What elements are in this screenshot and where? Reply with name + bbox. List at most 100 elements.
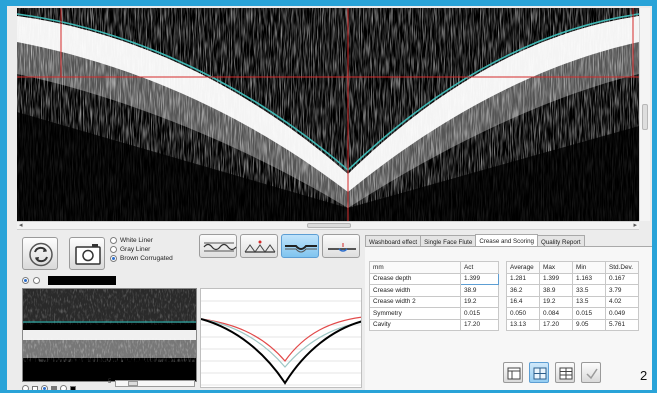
table-row[interactable]: Crease width 38.9 [369, 284, 499, 297]
table-cell[interactable]: 17.20 [460, 318, 499, 331]
table-cell[interactable]: 0.015 [572, 307, 606, 320]
table-row[interactable]: 36.2 38.9 33.5 3.79 [506, 284, 639, 297]
table-cell[interactable]: 0.167 [605, 272, 639, 285]
table-cell[interactable]: 13.5 [572, 295, 606, 308]
table-cell[interactable]: 38.9 [460, 284, 499, 297]
table-cell[interactable]: 36.2 [506, 284, 540, 297]
table-row[interactable]: Crease depth 1.399 [369, 272, 499, 285]
camera-slider-label: 5 [108, 379, 112, 385]
scroll-left-arrow-icon[interactable]: ◂ [19, 222, 23, 229]
crease-scoring-mode-button[interactable] [281, 234, 319, 258]
table-cell[interactable]: 13.13 [506, 318, 540, 331]
white-swatch[interactable] [32, 385, 38, 390]
column-header: Max [539, 261, 573, 274]
radio-button[interactable] [110, 246, 117, 253]
swatch-radio-selected[interactable] [41, 385, 48, 390]
table-cell[interactable]: 38.9 [539, 284, 573, 297]
column-header: mm [369, 261, 461, 274]
color-mode-radio-1[interactable] [22, 277, 29, 284]
crease-profile-plot [200, 288, 362, 388]
actual-values-table: mm Act Crease depth 1.399 Crease width 3… [369, 261, 499, 331]
column-header: Act [460, 261, 499, 274]
black-swatch[interactable] [70, 385, 76, 390]
table-cell[interactable]: 4.02 [605, 295, 639, 308]
white-liner-label: White Liner [120, 237, 153, 244]
brown-corrugated-option[interactable]: Brown Corrugated [110, 255, 173, 262]
scroll-right-arrow-icon[interactable]: ▸ [633, 222, 637, 229]
color-preview-bar [48, 276, 116, 285]
gray-liner-label: Gray Liner [120, 246, 151, 253]
view-layout-1-button[interactable] [503, 362, 523, 383]
white-liner-option[interactable]: White Liner [110, 237, 153, 244]
radio-button-selected[interactable] [110, 255, 117, 262]
column-header: Min [572, 261, 606, 274]
row-label: Cavity [369, 318, 461, 331]
table-row[interactable]: Symmetry 0.015 [369, 307, 499, 320]
scan-horizontal-scrollbar[interactable]: ◂ ▸ [17, 221, 639, 230]
scan-vertical-scrollbar[interactable] [639, 8, 650, 221]
single-face-flute-button[interactable] [240, 234, 278, 258]
table-cell[interactable]: 19.2 [539, 295, 573, 308]
camera-exposure-slider[interactable] [115, 380, 195, 387]
camera-button[interactable] [69, 237, 105, 270]
swatch-radio[interactable] [60, 385, 67, 390]
profile-teal-curve [201, 318, 361, 368]
camera-icon [75, 244, 101, 265]
table-cell[interactable]: 19.2 [460, 295, 499, 308]
table-row[interactable]: Crease width 2 19.2 [369, 295, 499, 308]
table-cell[interactable]: 3.79 [605, 284, 639, 297]
table-cell[interactable]: 17.20 [539, 318, 573, 331]
app-window: ◂ ▸ White Liner Gray Liner Brown Corruga… [7, 6, 652, 390]
table-layout-icon [559, 367, 573, 380]
profile-red-curve [201, 316, 361, 362]
table-cell[interactable]: 0.050 [506, 307, 540, 320]
tab-crease-and-scoring[interactable]: Crease and Scoring [475, 234, 538, 248]
column-header: Average [506, 261, 540, 274]
quality-mode-button[interactable] [322, 234, 360, 258]
view-layout-2-button[interactable] [529, 362, 549, 383]
row-label: Symmetry [369, 307, 461, 320]
checkmark-icon [586, 368, 598, 380]
table-cell[interactable]: 1.163 [572, 272, 606, 285]
confirm-button[interactable] [581, 362, 601, 383]
single-face-flute-icon [244, 240, 276, 253]
camera-live-view [22, 288, 197, 382]
window-layout-icon [507, 367, 521, 380]
table-row[interactable]: 0.050 0.084 0.015 0.049 [506, 307, 639, 320]
table-cell[interactable]: 16.4 [506, 295, 540, 308]
scrollbar-thumb[interactable] [642, 104, 648, 130]
profile-black-curve [201, 318, 361, 385]
row-label: Crease width 2 [369, 295, 461, 308]
oct-scan-view[interactable] [17, 8, 639, 221]
scrollbar-thumb[interactable] [307, 223, 351, 228]
profile-gridlines [201, 300, 361, 386]
table-cell[interactable]: 1.399 [460, 272, 499, 285]
crease-scoring-panel: mm Act Crease depth 1.399 Crease width 3… [365, 246, 652, 390]
refresh-icon [29, 242, 53, 267]
table-row[interactable]: 13.13 17.20 9.05 5.761 [506, 318, 639, 331]
table-cell[interactable]: 9.05 [572, 318, 606, 331]
color-mode-radio-2[interactable] [33, 277, 40, 284]
table-cell[interactable]: 0.015 [460, 307, 499, 320]
table-cell[interactable]: 33.5 [572, 284, 606, 297]
refresh-button[interactable] [22, 237, 58, 270]
table-row[interactable]: 16.4 19.2 13.5 4.02 [506, 295, 639, 308]
slider-thumb[interactable] [128, 381, 138, 386]
table-cell[interactable]: 1.281 [506, 272, 540, 285]
table-row[interactable]: Cavity 17.20 [369, 318, 499, 331]
table-cell[interactable]: 0.049 [605, 307, 639, 320]
gray-liner-option[interactable]: Gray Liner [110, 246, 150, 253]
table-cell[interactable]: 0.084 [539, 307, 573, 320]
radio-button[interactable] [110, 237, 117, 244]
swatch-radio[interactable] [22, 385, 29, 390]
washboard-icon [203, 242, 237, 252]
view-layout-3-button[interactable] [555, 362, 575, 383]
analysis-tabs: Washboard effect Single Face Flute Creas… [365, 234, 585, 249]
statistics-table: Average Max Min Std.Dev. 1.281 1.399 1.1… [506, 261, 639, 331]
gray-swatch[interactable] [51, 385, 57, 390]
table-row[interactable]: 1.281 1.399 1.163 0.167 [506, 272, 639, 285]
washboard-mode-button[interactable] [199, 234, 237, 258]
table-cell[interactable]: 5.761 [605, 318, 639, 331]
table-cell[interactable]: 1.399 [539, 272, 573, 285]
